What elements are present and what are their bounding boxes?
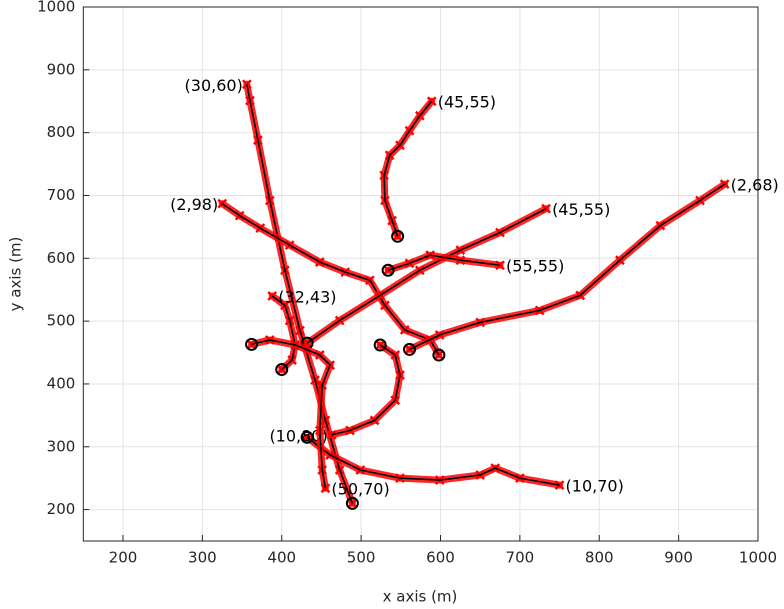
marker-x <box>404 344 415 355</box>
y-axis-label: y axis (m) <box>7 237 25 312</box>
x-tick-label: 300 <box>188 549 217 567</box>
trajectory-line <box>251 339 332 489</box>
start-marker <box>391 229 405 243</box>
marker-x <box>347 498 358 509</box>
trajectory-label: (30,60) <box>185 76 243 95</box>
x-tick-label: 900 <box>664 549 693 567</box>
trajectory-label: (32,43) <box>278 287 336 306</box>
trajectory-line <box>271 295 297 371</box>
start-marker <box>403 342 417 356</box>
trajectory-label: (10,80) <box>269 426 327 445</box>
y-tick-label: 300 <box>47 437 76 455</box>
y-tick-label: 800 <box>47 123 76 141</box>
start-marker <box>373 338 387 352</box>
marker-x <box>326 429 337 440</box>
marker-x <box>554 480 565 490</box>
trajectory-label: (45,55) <box>552 200 610 219</box>
x-tick-label: 400 <box>267 549 296 567</box>
trajectory-line <box>306 207 547 344</box>
y-tick-label: 600 <box>47 249 76 267</box>
x-axis-label: x axis (m) <box>383 588 458 606</box>
start-marker <box>381 263 395 277</box>
x-tick-label: 1000 <box>739 549 777 567</box>
start-marker <box>432 348 446 362</box>
x-tick-label: 500 <box>347 549 376 567</box>
trajectory-line <box>221 203 440 356</box>
trajectory-line <box>306 436 560 486</box>
x-tick-label: 200 <box>109 549 138 567</box>
trajectory-line <box>409 183 726 351</box>
start-marker <box>300 430 314 444</box>
marker-x <box>246 339 257 350</box>
trajectory-label: (45,55) <box>438 93 496 112</box>
trajectory-line <box>387 254 501 271</box>
x-tick-label: 800 <box>585 549 614 567</box>
marker-x <box>392 231 403 242</box>
y-tick-label: 700 <box>47 186 76 204</box>
trajectory-label: (10,70) <box>566 477 624 496</box>
start-marker <box>275 362 289 376</box>
y-tick-label: 400 <box>47 374 76 392</box>
trajectory-halo <box>328 341 404 439</box>
trajectory-label: (55,55) <box>506 257 564 276</box>
x-tick-label: 600 <box>426 549 455 567</box>
y-tick-label: 900 <box>47 60 76 78</box>
trajectory-halo <box>380 97 436 240</box>
y-tick-label: 500 <box>47 312 76 330</box>
x-tick-label: 700 <box>506 549 535 567</box>
trajectory-label: (2,98) <box>170 195 218 214</box>
trajectory-line <box>383 100 433 237</box>
trajectory-line <box>246 84 354 504</box>
trajectory-line <box>331 344 401 436</box>
y-tick-label: 1000 <box>37 0 75 16</box>
y-tick-label: 200 <box>47 500 76 518</box>
plot-frame <box>82 6 759 542</box>
trajectory-label: (50,70) <box>331 480 389 499</box>
trajectory-label: (2,68) <box>731 176 779 195</box>
start-marker <box>245 337 259 351</box>
start-marker <box>345 496 359 510</box>
